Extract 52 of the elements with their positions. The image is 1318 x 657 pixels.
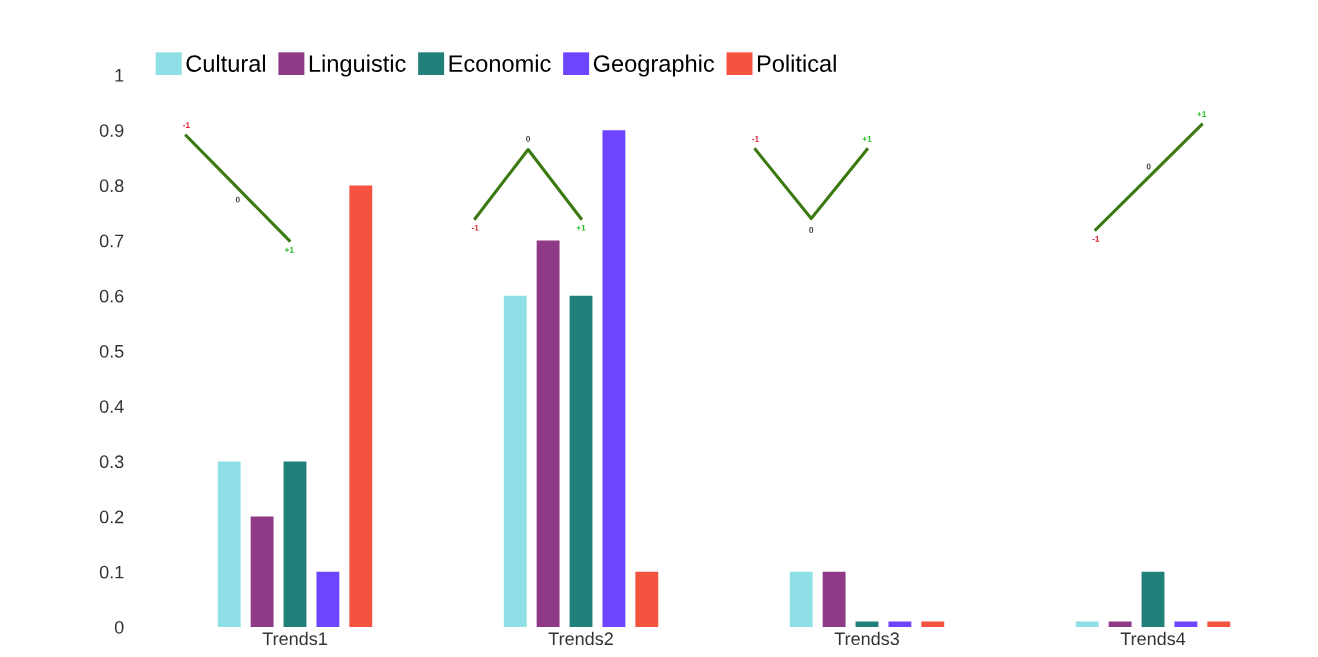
x-tick-label: Trends1 [262, 631, 327, 646]
annotation: -1 [471, 224, 479, 231]
annotation: 0 [809, 227, 814, 233]
annotation: -1 [752, 136, 759, 142]
annotation: +1 [576, 224, 586, 231]
bar [888, 621, 912, 627]
legend-label: Political [757, 54, 836, 72]
bar [789, 571, 813, 627]
bar [635, 571, 659, 627]
y-tick-label: 0.3 [99, 455, 124, 469]
bar [1108, 621, 1132, 627]
annotation: 0 [235, 196, 240, 203]
bar [250, 516, 274, 627]
annotation: 0 [526, 135, 531, 142]
y-tick-label: 0.5 [99, 344, 124, 358]
bar [569, 295, 593, 627]
legend-label: Geographic [593, 54, 715, 77]
bar [602, 130, 626, 627]
x-tick-label: Trends3 [834, 631, 899, 646]
bar [1141, 571, 1165, 627]
y-tick-label: 0 [114, 620, 124, 634]
y-tick-label: 0.6 [99, 289, 124, 303]
y-tick-label: 0.2 [99, 510, 124, 524]
bar [1207, 621, 1231, 627]
bar [283, 461, 307, 627]
annotation: +1 [1197, 111, 1207, 117]
annotation: +1 [284, 246, 294, 253]
y-tick-label: 0.7 [99, 234, 124, 248]
bar [822, 571, 846, 627]
annotation: -1 [1092, 235, 1100, 242]
y-tick-label: 0.4 [99, 400, 124, 413]
bar [316, 571, 340, 627]
bar [855, 621, 879, 627]
bar [1174, 621, 1198, 627]
y-tick-label: 0.1 [99, 565, 124, 579]
legend-label: Economic [449, 54, 551, 72]
legend-label: Linguistic [309, 54, 406, 77]
annotation: +1 [862, 136, 872, 142]
y-tick-label: 1 [115, 69, 124, 82]
x-tick-label: Trends4 [1120, 631, 1186, 646]
x-tick-label: Trends2 [548, 631, 613, 646]
y-tick-label: 0.9 [99, 124, 124, 137]
legend-label: Cultural [186, 54, 266, 72]
bar [503, 295, 527, 627]
annotation: 0 [1146, 163, 1151, 170]
bar [217, 461, 241, 627]
y-tick-label: 0.8 [99, 179, 124, 193]
bar [536, 240, 560, 627]
bar [921, 621, 945, 627]
bar [349, 185, 373, 627]
bar [1075, 621, 1099, 627]
annotation: -1 [182, 122, 190, 128]
